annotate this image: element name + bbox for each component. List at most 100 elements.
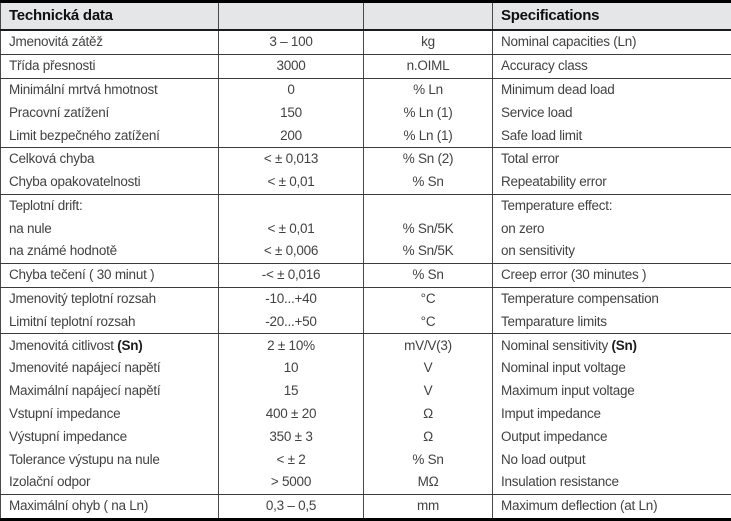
czech-label-cell: Maximální napájecí napětí <box>0 379 219 403</box>
english-label-cell-text: Temparature limits <box>501 313 607 329</box>
value-cell-text: 150 <box>280 104 302 120</box>
czech-label-cell: Tolerance výstupu na nule <box>0 448 219 472</box>
english-label-cell: Nominal sensitivity (Sn) <box>492 333 731 358</box>
value-cell: 150 <box>218 101 364 125</box>
table-row: Výstupní impedance 350 ± 3 Ω Output impedan… <box>0 425 731 449</box>
unit-cell: % Sn <box>363 170 493 195</box>
english-label-cell: Imput impedance <box>492 402 731 426</box>
czech-header-title: Technická data <box>9 7 113 25</box>
unit-cell-text: % Sn/5K <box>402 220 454 236</box>
english-label-cell-text: Maximum deflection (at Ln) <box>501 498 658 514</box>
czech-label-cell: na nule <box>0 217 219 241</box>
value-cell: 400 ± 20 <box>218 402 364 426</box>
english-label-cell: Service load <box>492 101 731 125</box>
value-cell: < ± 2 <box>218 448 364 472</box>
czech-label-cell: Chyba opakovatelnosti <box>0 170 219 195</box>
english-label-cell-text: Creep error (30 minutes ) <box>501 267 647 283</box>
value-cell <box>218 194 364 218</box>
czech-label-cell: Izolační odpor <box>0 471 219 495</box>
czech-label-cell: Jmenovitá citlivost (Sn) <box>0 333 219 358</box>
czech-label-cell-text: Chyba opakovatelnosti <box>9 174 141 190</box>
english-label-cell-text: Temperature compensation <box>501 291 659 307</box>
unit-cell-text: kg <box>421 34 435 50</box>
english-label-cell: Safe load limit <box>492 124 731 148</box>
header-row: Technická data Specifications <box>0 1 731 31</box>
czech-label-cell-text: Tolerance výstupu na nule <box>9 451 160 467</box>
czech-label-cell: Třída přesnosti <box>0 54 219 79</box>
unit-cell: Ω <box>363 425 493 449</box>
english-label-cell-text: Output impedance <box>501 428 608 444</box>
english-label-cell-text: Imput impedance <box>501 406 601 422</box>
value-cell-text: < ± 2 <box>276 451 306 467</box>
value-cell-text: < ± 0,013 <box>263 151 319 167</box>
czech-label-cell-text: Třída přesnosti <box>9 58 96 74</box>
value-cell-text: 200 <box>280 127 302 143</box>
value-cell-text: 400 ± 20 <box>265 406 317 422</box>
unit-cell: n.OIML <box>363 54 493 79</box>
czech-label-cell: Celková chyba <box>0 147 219 171</box>
unit-cell <box>363 194 493 218</box>
czech-label-cell-bold-text: (Sn) <box>117 337 143 353</box>
czech-label-cell-text: na nule <box>9 220 52 236</box>
unit-cell-text: Ω <box>423 406 433 422</box>
english-label-cell-text: Insulation resistance <box>501 474 619 490</box>
table-row: Jmenovitá zátěž 3 – 100 kg Nominal capaciti… <box>0 30 731 55</box>
header-empty-value-cell <box>218 1 364 31</box>
czech-label-cell-text: Celková chyba <box>9 151 95 167</box>
unit-cell: mm <box>363 494 493 521</box>
english-label-cell: Temperature compensation <box>492 287 731 311</box>
czech-label-cell-text: Minimální mrtvá hmotnost <box>9 81 158 97</box>
value-cell-text: 350 ± 3 <box>269 428 313 444</box>
unit-cell-text: Ω <box>423 428 433 444</box>
english-label-cell: Total error <box>492 147 731 171</box>
english-label-cell: No load output <box>492 448 731 472</box>
spec-table-header: Technická data Specifications <box>0 1 731 31</box>
english-label-cell: Accuracy class <box>492 54 731 79</box>
english-label-cell: Output impedance <box>492 425 731 449</box>
value-cell: < ± 0,01 <box>218 170 364 195</box>
unit-cell-text: % Ln <box>413 81 443 97</box>
czech-label-cell-text: Limit bezpečného zatížení <box>9 127 160 143</box>
czech-header-cell: Technická data <box>0 1 219 31</box>
english-label-cell-bold-text: (Sn) <box>611 337 638 353</box>
value-cell-text: 10 <box>283 360 299 376</box>
table-row: Maximální napájecí napětí 15 V Maximum inpu… <box>0 379 731 403</box>
value-cell: < ± 0,013 <box>218 147 364 171</box>
table-row: na známé hodnotě < ± 0,006 % Sn/5K on sensi… <box>0 240 731 264</box>
english-label-cell-text: Nominal input voltage <box>501 360 626 376</box>
value-cell: 3 – 100 <box>218 30 364 55</box>
spec-table-body: Jmenovitá zátěž 3 – 100 kg Nominal capaciti… <box>0 30 731 521</box>
english-label-cell: on zero <box>492 217 731 241</box>
czech-label-cell-text: Chyba tečení ( 30 minut ) <box>9 267 155 283</box>
english-label-cell-text: Total error <box>501 151 560 167</box>
english-label-cell-text: Maximum input voltage <box>501 383 635 399</box>
english-label-cell: Insulation resistance <box>492 471 731 495</box>
czech-label-cell-text: Vstupní impedance <box>9 406 121 422</box>
table-row: Limitní teplotní rozsah -20...+50 °C Tempar… <box>0 310 731 335</box>
value-cell: < ± 0,01 <box>218 217 364 241</box>
table-row: Chyba tečení ( 30 minut ) -< ± 0,016 % Sn C… <box>0 263 731 288</box>
unit-cell: % Sn <box>363 448 493 472</box>
unit-cell-text: °C <box>420 291 436 307</box>
table-row: Tolerance výstupu na nule < ± 2 % Sn No loa… <box>0 448 731 472</box>
unit-cell: % Sn/5K <box>363 217 493 241</box>
czech-label-cell: Jmenovitá zátěž <box>0 30 219 55</box>
value-cell: -20...+50 <box>218 310 364 335</box>
header-empty-unit-cell <box>363 1 493 31</box>
table-row: na nule < ± 0,01 % Sn/5K on zero <box>0 217 731 241</box>
unit-cell-text: % Sn <box>412 267 444 283</box>
english-label-cell: Nominal capacities (Ln) <box>492 30 731 55</box>
czech-label-cell: Jmenovité napájecí napětí <box>0 357 219 380</box>
unit-cell: % Sn <box>363 263 493 288</box>
unit-cell-text: mm <box>417 498 439 514</box>
unit-cell: % Sn (2) <box>363 147 493 171</box>
english-label-cell: on sensitivity <box>492 240 731 264</box>
czech-label-cell-text: Jmenovité napájecí napětí <box>9 360 161 376</box>
value-cell: 15 <box>218 379 364 403</box>
table-row: Jmenovité napájecí napětí 10 V Nominal inpu… <box>0 357 731 380</box>
english-label-cell-text: Temperature effect: <box>501 197 613 213</box>
czech-label-cell: Limitní teplotní rozsah <box>0 310 219 335</box>
english-label-cell-text: No load output <box>501 451 586 467</box>
value-cell: 350 ± 3 <box>218 425 364 449</box>
